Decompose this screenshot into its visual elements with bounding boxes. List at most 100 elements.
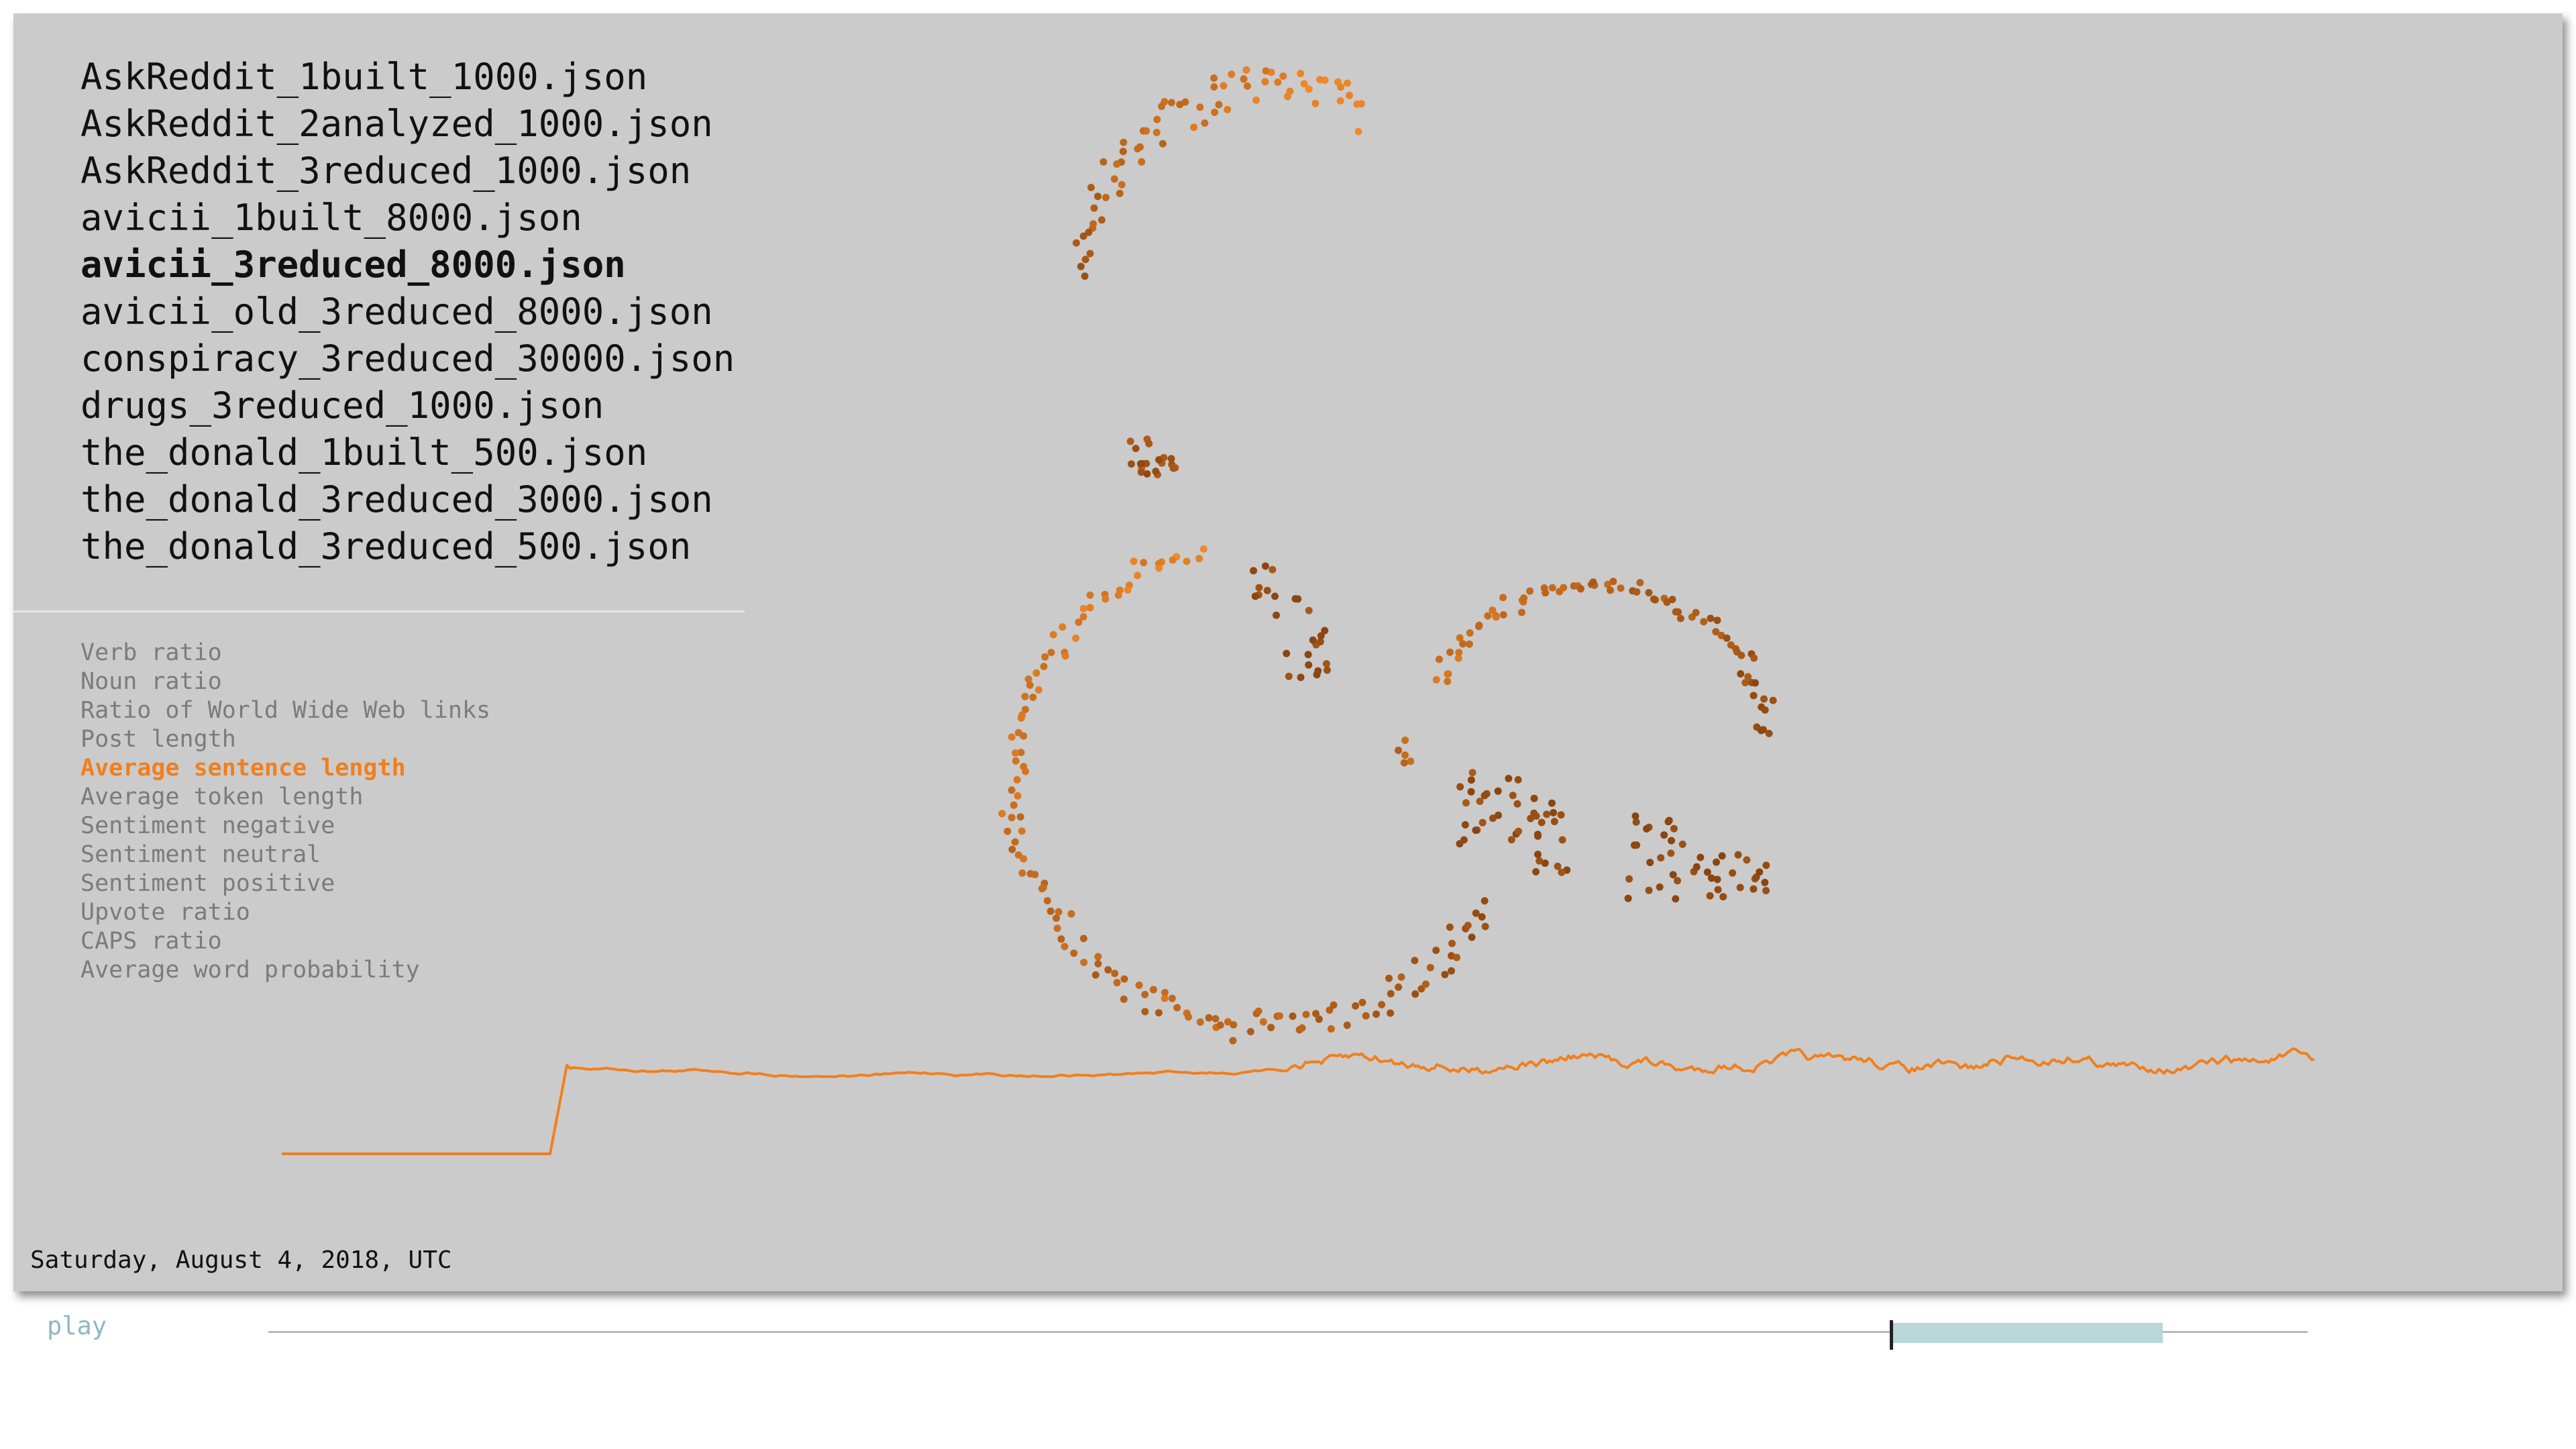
scatter-point xyxy=(1059,623,1067,631)
scatter-point xyxy=(1228,70,1236,78)
scatter-point xyxy=(1061,943,1069,951)
file-item[interactable]: conspiracy_3reduced_30000.json xyxy=(80,337,735,380)
scatter-and-line-visualization xyxy=(282,66,2315,1155)
file-item[interactable]: avicii_1built_8000.json xyxy=(80,197,582,239)
scatter-point xyxy=(1401,737,1409,744)
scatter-point xyxy=(1326,1006,1334,1014)
scatter-point xyxy=(1085,228,1093,236)
scatter-point xyxy=(1169,464,1177,472)
scatter-point xyxy=(1707,874,1715,882)
scatter-point xyxy=(1312,1010,1320,1018)
file-item[interactable]: AskReddit_1built_1000.json xyxy=(80,56,648,98)
timeline-window[interactable] xyxy=(1889,1323,2163,1343)
scatter-point xyxy=(1070,949,1078,957)
scatter-point xyxy=(1119,148,1127,156)
scatter-point xyxy=(1079,604,1087,612)
scatter-point xyxy=(1229,1036,1237,1044)
scatter-point xyxy=(1353,100,1361,108)
scatter-point xyxy=(1251,592,1259,600)
scatter-point xyxy=(1046,907,1055,915)
scatter-point xyxy=(1465,640,1473,648)
scatter-point xyxy=(1645,886,1653,894)
scatter-point xyxy=(1719,893,1727,901)
feature-item[interactable]: CAPS ratio xyxy=(80,928,222,955)
feature-item[interactable]: Average word probability xyxy=(80,957,420,983)
scatter-point xyxy=(1432,676,1440,684)
feature-item[interactable]: Sentiment negative xyxy=(80,812,335,839)
scatter-point xyxy=(1274,78,1282,86)
scatter-point xyxy=(1128,460,1135,468)
scatter-point xyxy=(1211,108,1219,116)
feature-item[interactable]: Post length xyxy=(80,726,236,753)
file-list: AskReddit_1built_1000.json AskReddit_2ana… xyxy=(80,54,735,570)
scatter-point xyxy=(1693,863,1701,871)
scatter-point xyxy=(1464,922,1472,929)
scatter-point xyxy=(1242,66,1250,74)
file-item[interactable]: avicii_3reduced_8000.json xyxy=(80,244,626,286)
scatter-point xyxy=(1632,818,1640,826)
scatter-point xyxy=(1495,811,1502,819)
scatter-point xyxy=(1703,868,1711,876)
scatter-point xyxy=(1118,180,1126,189)
scatter-point xyxy=(1113,160,1121,168)
play-button[interactable]: play xyxy=(47,1311,107,1340)
current-date-label: Saturday, August 4, 2018, UTC xyxy=(30,1246,452,1274)
scatter-point xyxy=(1199,545,1208,553)
feature-item[interactable]: Noun ratio xyxy=(80,668,222,695)
scatter-point xyxy=(1210,74,1218,82)
scatter-point xyxy=(1263,586,1271,594)
scatter-point xyxy=(1527,814,1535,822)
scatter-point xyxy=(1538,818,1546,826)
scatter-point xyxy=(1697,853,1705,861)
scatter-point xyxy=(1446,923,1454,931)
scatter-point xyxy=(1304,651,1312,659)
feature-item[interactable]: Average token length xyxy=(80,784,364,810)
timeline-scrubber[interactable] xyxy=(268,1308,2308,1355)
scatter-point xyxy=(1467,788,1475,796)
scatter-point xyxy=(1560,584,1568,592)
feature-item[interactable]: Average sentence length xyxy=(80,755,406,782)
scatter-point xyxy=(1713,616,1721,625)
scatter-point xyxy=(1395,747,1402,754)
scatter-point xyxy=(1466,629,1474,637)
scatter-point xyxy=(1454,654,1462,662)
scatter-point xyxy=(1736,883,1744,892)
feature-item[interactable]: Verb ratio xyxy=(80,639,222,666)
scatter-point xyxy=(1094,960,1102,968)
scatter-point xyxy=(1520,594,1528,602)
scatter-point xyxy=(1756,868,1764,876)
scatter-point xyxy=(1004,827,1012,835)
feature-item[interactable]: Sentiment positive xyxy=(80,870,335,897)
scatter-point xyxy=(1220,82,1228,90)
scatter-point xyxy=(1630,841,1638,849)
scatter-point xyxy=(1646,859,1654,867)
scatter-point xyxy=(1079,934,1087,943)
file-item[interactable]: avicii_old_3reduced_8000.json xyxy=(80,290,713,333)
scatter-point xyxy=(1161,989,1169,997)
feature-item[interactable]: Ratio of World Wide Web links xyxy=(80,697,491,724)
file-item[interactable]: the_donald_1built_500.json xyxy=(80,431,648,474)
scatter-point xyxy=(1757,727,1765,735)
scatter-point xyxy=(1013,775,1021,784)
file-item[interactable]: AskReddit_3reduced_1000.json xyxy=(80,150,692,192)
scatter-point xyxy=(1079,613,1087,621)
file-item[interactable]: the_donald_3reduced_500.json xyxy=(80,525,692,568)
feature-item[interactable]: Upvote ratio xyxy=(80,899,250,926)
scatter-point xyxy=(1316,76,1324,84)
scatter-point xyxy=(1276,1012,1283,1020)
file-item[interactable]: AskReddit_2analyzed_1000.json xyxy=(80,103,713,145)
scatter-point xyxy=(1558,836,1566,844)
scatter-point xyxy=(1484,612,1492,620)
scatter-point xyxy=(1086,604,1094,612)
scatter-point xyxy=(1099,158,1108,166)
scatter-point xyxy=(1040,663,1048,670)
scatter-point xyxy=(1706,892,1714,900)
file-item[interactable]: the_donald_3reduced_3000.json xyxy=(80,478,713,521)
scatter-point xyxy=(1558,868,1566,876)
scatter-point xyxy=(1014,792,1022,800)
feature-item[interactable]: Sentiment neutral xyxy=(80,841,321,868)
scatter-point xyxy=(1734,851,1742,859)
file-item[interactable]: drugs_3reduced_1000.json xyxy=(80,384,604,427)
scatter-point xyxy=(1589,578,1597,586)
timeline-cursor[interactable] xyxy=(1889,1320,1893,1350)
